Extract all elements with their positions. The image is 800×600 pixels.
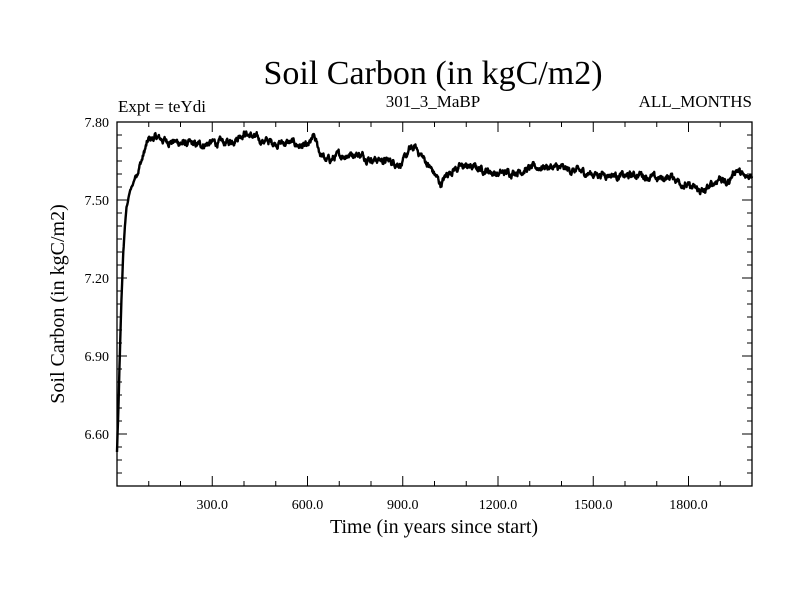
chart-title: Soil Carbon (in kgC/m2) <box>263 55 602 92</box>
y-axis-label: Soil Carbon (in kgC/m2) <box>47 204 69 403</box>
x-tick-label: 600.0 <box>292 498 324 513</box>
y-tick-label: 7.80 <box>85 116 110 131</box>
axis-tick-labels: 300.0 600.0 900.0 1200.0 1500.0 1800.0 6.60 6.9… <box>85 116 708 513</box>
axis-ticks <box>117 121 752 487</box>
series-line-soil-carbon <box>115 130 754 453</box>
months-label: ALL_MONTHS <box>639 92 752 111</box>
y-tick-label: 6.90 <box>85 350 110 365</box>
x-tick-label: 1200.0 <box>479 498 518 513</box>
y-tick-label: 7.20 <box>85 272 110 287</box>
period-label: 301_3_MaBP <box>386 92 480 111</box>
experiment-label: Expt = teYdi <box>118 97 206 116</box>
plot-frame <box>116 121 753 487</box>
y-tick-label: 7.50 <box>85 194 110 209</box>
y-tick-label: 6.60 <box>85 428 110 443</box>
x-tick-label: 1500.0 <box>574 498 613 513</box>
x-axis-label: Time (in years since start) <box>330 516 538 538</box>
x-tick-label: 300.0 <box>197 498 229 513</box>
x-tick-label: 900.0 <box>387 498 419 513</box>
x-tick-label: 1800.0 <box>669 498 708 513</box>
